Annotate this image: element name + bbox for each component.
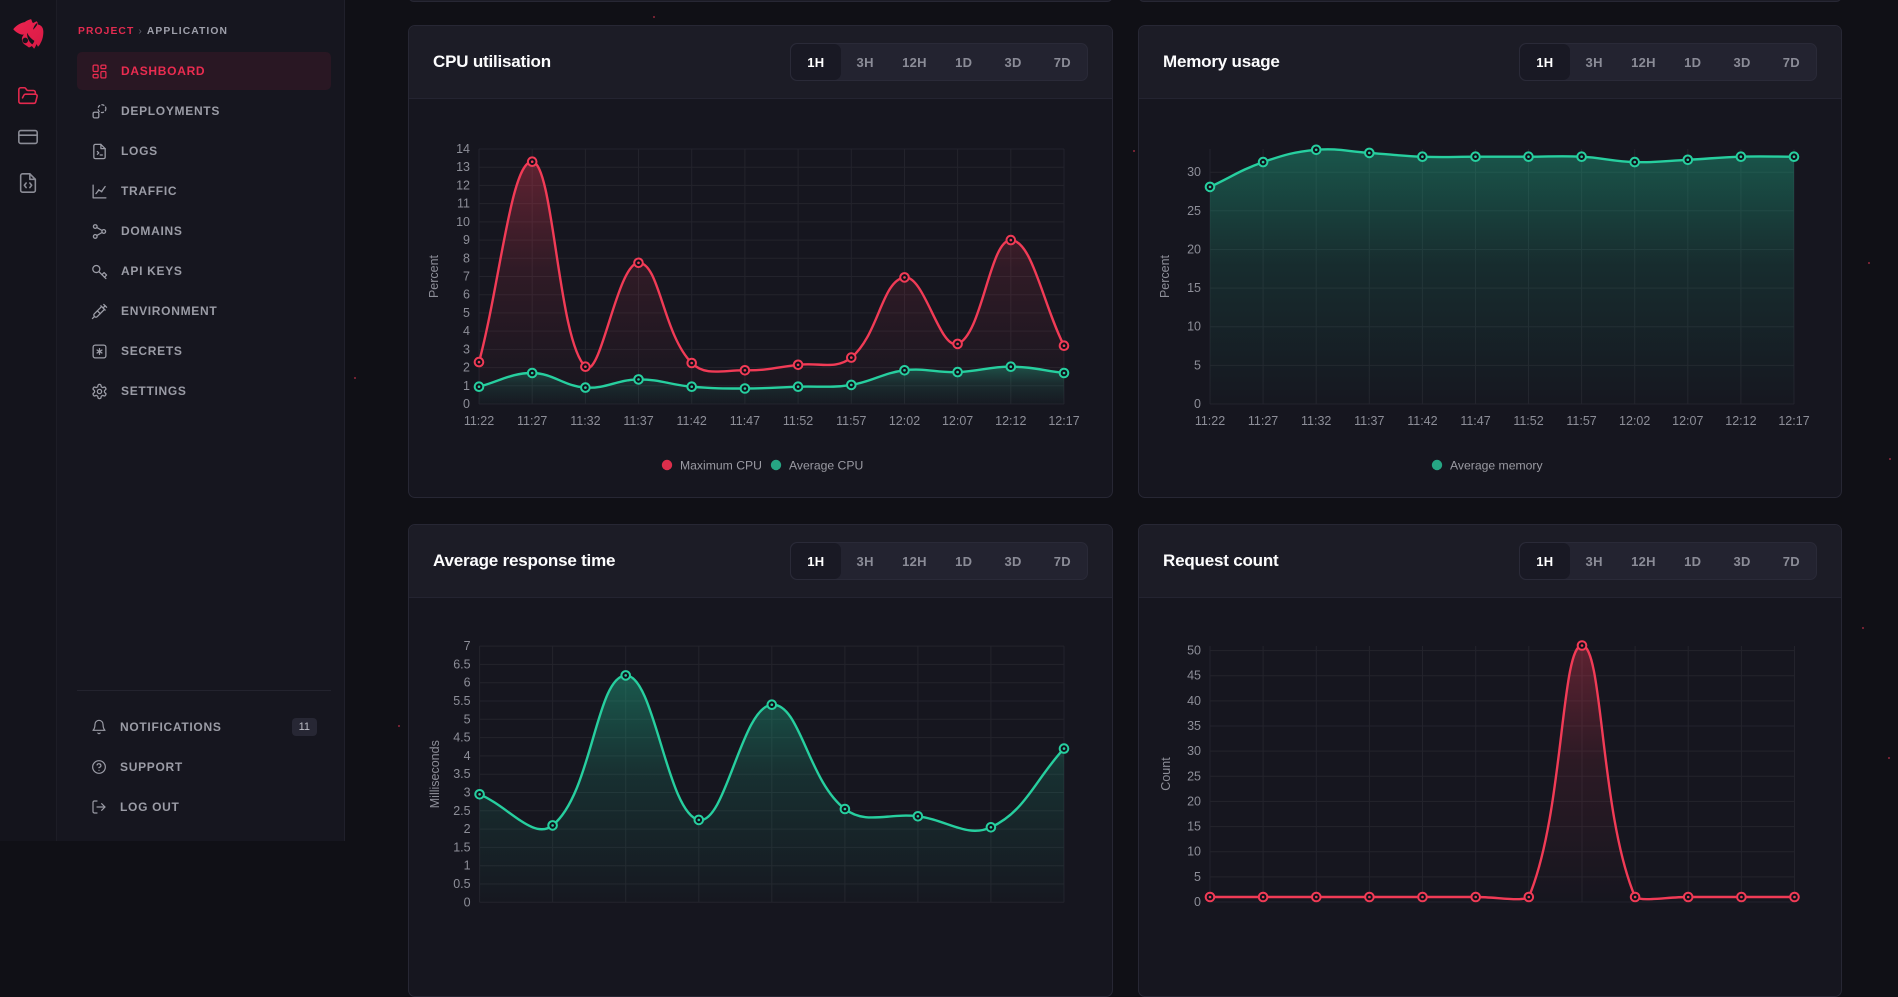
svg-text:1: 1 (464, 859, 471, 873)
svg-text:11:37: 11:37 (623, 414, 653, 428)
svg-text:11:22: 11:22 (464, 414, 494, 428)
svg-text:0: 0 (464, 895, 471, 909)
svg-text:11:32: 11:32 (1301, 414, 1331, 428)
svg-text:6.5: 6.5 (453, 657, 470, 671)
svg-text:Average CPU: Average CPU (789, 458, 863, 472)
svg-text:12:02: 12:02 (889, 414, 920, 428)
svg-text:Percent: Percent (1158, 254, 1172, 298)
svg-text:0: 0 (463, 397, 470, 411)
svg-text:11:47: 11:47 (1460, 414, 1490, 428)
svg-text:2.5: 2.5 (453, 804, 470, 818)
svg-text:12:17: 12:17 (1048, 414, 1079, 428)
svg-text:2: 2 (463, 361, 470, 375)
svg-text:40: 40 (1187, 694, 1201, 708)
svg-text:5: 5 (1194, 358, 1201, 372)
svg-text:7: 7 (463, 270, 470, 284)
svg-text:12:07: 12:07 (942, 414, 973, 428)
svg-text:11:27: 11:27 (1248, 414, 1278, 428)
svg-text:11:52: 11:52 (783, 414, 813, 428)
svg-text:4: 4 (464, 749, 471, 763)
svg-text:11:27: 11:27 (517, 414, 547, 428)
svg-text:30: 30 (1187, 744, 1201, 758)
svg-text:15: 15 (1187, 281, 1201, 295)
svg-text:Average memory: Average memory (1450, 458, 1543, 472)
svg-text:12: 12 (456, 178, 470, 192)
svg-text:11:47: 11:47 (730, 414, 760, 428)
svg-text:7: 7 (464, 639, 471, 653)
svg-text:30: 30 (1187, 165, 1201, 179)
svg-text:11:22: 11:22 (1195, 414, 1225, 428)
svg-text:2: 2 (464, 822, 471, 836)
svg-text:25: 25 (1187, 769, 1201, 783)
svg-text:3: 3 (463, 342, 470, 356)
svg-text:Milliseconds: Milliseconds (428, 740, 442, 808)
svg-text:5: 5 (463, 306, 470, 320)
svg-text:11:42: 11:42 (1407, 414, 1437, 428)
svg-text:1: 1 (463, 379, 470, 393)
svg-text:35: 35 (1187, 719, 1201, 733)
svg-text:3: 3 (464, 786, 471, 800)
svg-text:1.5: 1.5 (453, 840, 470, 854)
svg-text:50: 50 (1187, 644, 1201, 658)
svg-text:5: 5 (464, 712, 471, 726)
svg-text:12:02: 12:02 (1619, 414, 1650, 428)
svg-text:0: 0 (1194, 397, 1201, 411)
svg-text:11:52: 11:52 (1513, 414, 1543, 428)
svg-text:11:37: 11:37 (1354, 414, 1384, 428)
svg-text:Percent: Percent (427, 254, 441, 298)
svg-text:3.5: 3.5 (453, 767, 470, 781)
svg-text:12:17: 12:17 (1778, 414, 1809, 428)
svg-text:11:57: 11:57 (1566, 414, 1596, 428)
svg-text:20: 20 (1187, 794, 1201, 808)
svg-text:45: 45 (1187, 669, 1201, 683)
svg-text:4: 4 (463, 324, 470, 338)
svg-text:6: 6 (463, 288, 470, 302)
svg-text:15: 15 (1187, 820, 1201, 834)
svg-text:5.5: 5.5 (453, 694, 470, 708)
svg-text:9: 9 (463, 233, 470, 247)
svg-text:11:32: 11:32 (570, 414, 600, 428)
svg-text:Maximum CPU: Maximum CPU (680, 458, 762, 472)
svg-text:12:12: 12:12 (1725, 414, 1756, 428)
svg-text:8: 8 (463, 251, 470, 265)
svg-text:20: 20 (1187, 243, 1201, 257)
svg-text:13: 13 (456, 160, 470, 174)
svg-text:4.5: 4.5 (453, 731, 470, 745)
svg-text:12:12: 12:12 (995, 414, 1026, 428)
svg-text:11:57: 11:57 (836, 414, 866, 428)
svg-text:14: 14 (456, 142, 470, 156)
svg-text:10: 10 (1187, 320, 1201, 334)
svg-text:10: 10 (1187, 845, 1201, 859)
svg-text:0.5: 0.5 (453, 877, 470, 891)
svg-text:25: 25 (1187, 204, 1201, 218)
svg-text:6: 6 (464, 676, 471, 690)
svg-text:11: 11 (457, 197, 470, 211)
svg-text:12:07: 12:07 (1672, 414, 1703, 428)
svg-text:0: 0 (1194, 895, 1201, 909)
svg-text:11:42: 11:42 (677, 414, 707, 428)
svg-text:10: 10 (456, 215, 470, 229)
svg-text:5: 5 (1194, 870, 1201, 884)
svg-text:Count: Count (1159, 757, 1173, 791)
